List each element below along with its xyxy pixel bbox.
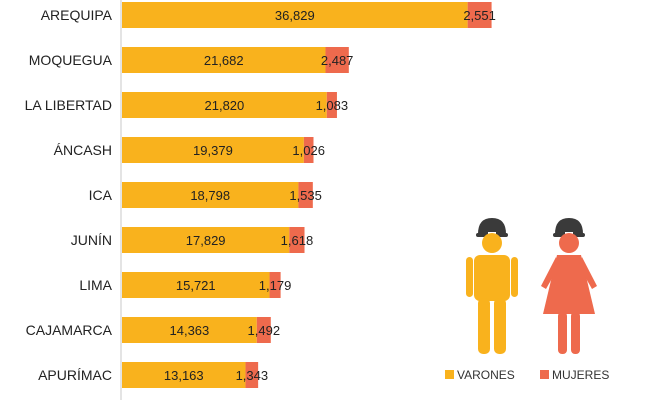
bar-mujeres	[325, 47, 349, 73]
data-label-varones: 21,820	[205, 98, 245, 113]
bar-mujeres	[256, 317, 271, 343]
bar-varones	[122, 362, 246, 388]
bar-varones	[122, 137, 304, 163]
bar-varones	[122, 272, 270, 298]
bar-varones	[122, 2, 468, 28]
data-label-varones: 19,379	[193, 143, 233, 158]
category-label: AREQUIPA	[41, 7, 113, 23]
data-label-mujeres: 2,551	[463, 8, 496, 23]
bar-mujeres	[289, 227, 305, 253]
data-label-mujeres: 1,083	[316, 98, 349, 113]
category-label: LIMA	[79, 277, 112, 293]
legend-label-varones: VARONES	[457, 368, 515, 382]
data-label-mujeres: 1,535	[289, 188, 322, 203]
legend-swatch-varones	[445, 370, 454, 379]
bar-mujeres	[467, 2, 492, 28]
category-label: MOQUEGUA	[29, 52, 113, 68]
data-label-varones: 18,798	[190, 188, 230, 203]
legend-swatch-mujeres	[540, 370, 549, 379]
category-labels-group: AREQUIPA MOQUEGUA LA LIBERTAD ÁNCASH ICA JUNÍ…	[25, 7, 113, 383]
bar-mujeres	[269, 272, 281, 298]
data-label-varones: 17,829	[186, 233, 226, 248]
bar-mujeres	[245, 362, 259, 388]
data-label-mujeres: 2,487	[321, 53, 354, 68]
bar-mujeres	[298, 182, 313, 208]
data-label-varones: 21,682	[204, 53, 244, 68]
data-label-varones: 36,829	[275, 8, 315, 23]
category-label: ICA	[89, 187, 113, 203]
bar-mujeres	[326, 92, 337, 118]
bar-varones	[122, 317, 257, 343]
category-label: CAJAMARCA	[26, 322, 113, 338]
data-label-varones: 13,163	[164, 368, 204, 383]
bar-varones	[122, 182, 299, 208]
female-miner-icon	[541, 218, 597, 354]
category-label: ÁNCASH	[54, 142, 112, 158]
category-label: LA LIBERTAD	[25, 97, 112, 113]
data-label-mujeres: 1,026	[292, 143, 325, 158]
bars-group: 36,829 2,551 21,682 2,487 21,820 1,083 19,379 1…	[122, 2, 496, 388]
legend-label-mujeres: MUJERES	[552, 368, 609, 382]
bar-varones	[122, 92, 327, 118]
data-label-mujeres: 1,343	[236, 368, 269, 383]
category-label: JUNÍN	[71, 232, 112, 248]
bar-varones	[122, 227, 290, 253]
data-label-mujeres: 1,179	[259, 278, 292, 293]
category-label: APURÍMAC	[38, 367, 112, 383]
legend: VARONES MUJERES	[445, 368, 609, 382]
bar-mujeres	[303, 137, 314, 163]
data-label-varones: 15,721	[176, 278, 216, 293]
male-miner-icon	[466, 218, 518, 354]
data-label-mujeres: 1,618	[281, 233, 314, 248]
data-label-mujeres: 1,492	[248, 323, 281, 338]
data-label-varones: 14,363	[170, 323, 210, 338]
bar-varones	[122, 47, 326, 73]
